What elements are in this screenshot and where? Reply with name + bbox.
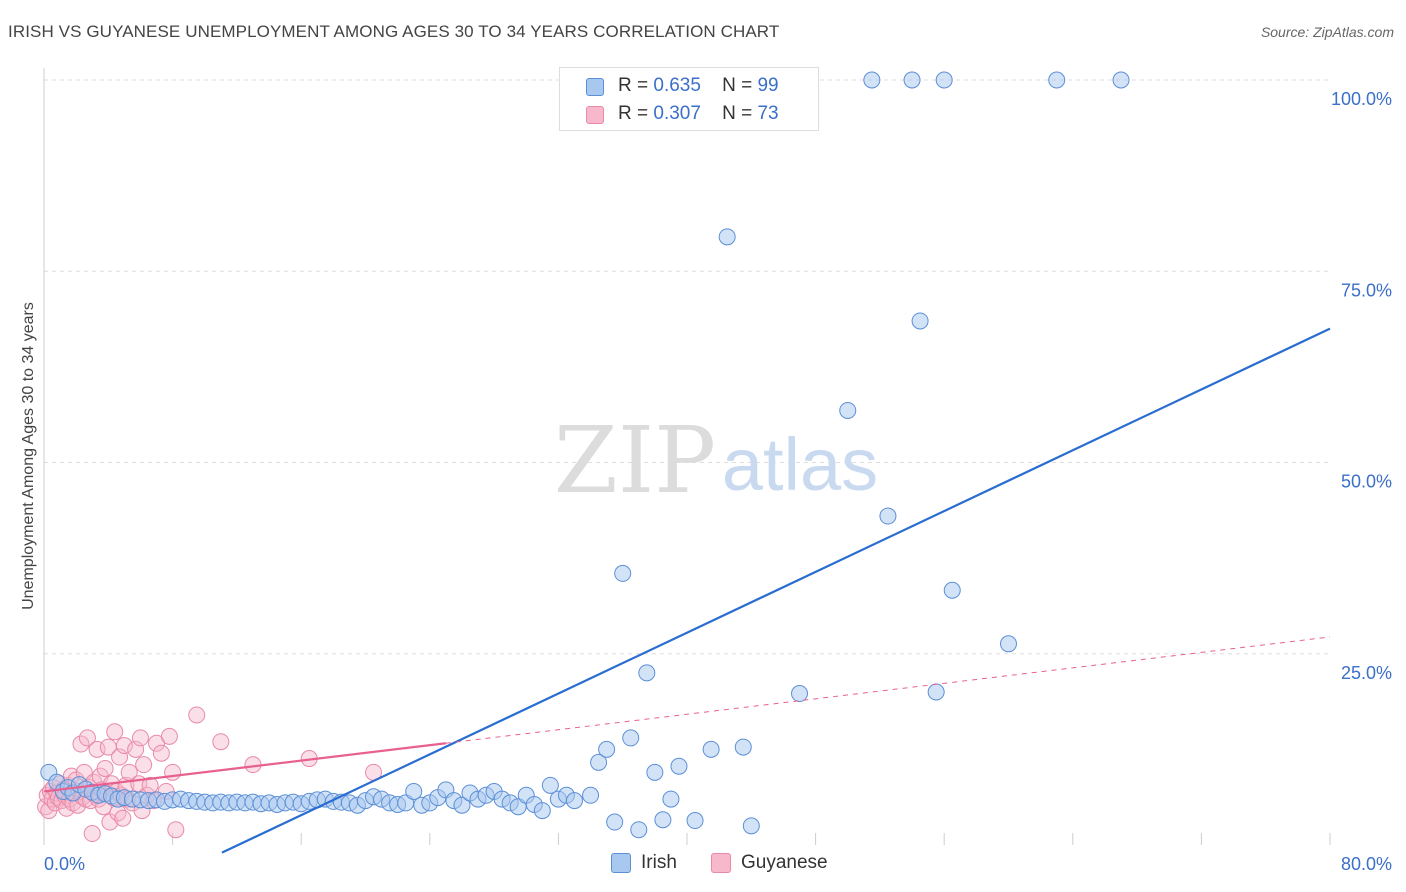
irish-point bbox=[943, 581, 961, 599]
source-label: Source: ZipAtlas.com bbox=[1260, 24, 1394, 40]
irish-point bbox=[879, 507, 897, 525]
guyanese-point bbox=[88, 740, 106, 758]
irish-r-value: 0.635 bbox=[653, 75, 701, 96]
y-tick-label: 25.0% bbox=[1341, 663, 1392, 683]
guyanese-point bbox=[152, 744, 170, 762]
legend-item-irish[interactable]: Irish bbox=[611, 852, 677, 874]
tick-labels: 25.0% 50.0% 75.0% 100.0% 0.0% 80.0% bbox=[44, 89, 1392, 874]
irish-point bbox=[1000, 635, 1017, 653]
correlation-legend: R = 0.635 N = 99 R = 0.307 N = 73 bbox=[559, 67, 819, 131]
irish-point bbox=[638, 664, 656, 682]
irish-point bbox=[598, 740, 616, 758]
guyanese-trend-line bbox=[43, 742, 447, 793]
guyanese-point bbox=[160, 727, 178, 745]
guyanese-point bbox=[96, 760, 114, 777]
guyanese-point bbox=[83, 825, 101, 843]
legend-item-guyanese[interactable]: Guyanese bbox=[711, 852, 828, 874]
watermark-zip: ZIP bbox=[554, 407, 716, 514]
guyanese-point bbox=[106, 723, 124, 741]
irish-n-label: N = bbox=[722, 75, 753, 96]
chart-title: IRISH VS GUYANESE UNEMPLOYMENT AMONG AGE… bbox=[8, 22, 780, 41]
irish-point bbox=[863, 71, 881, 89]
irish-point bbox=[606, 813, 624, 831]
guyanese-point bbox=[115, 737, 133, 755]
guyanese-swatch bbox=[586, 106, 604, 124]
irish-point bbox=[541, 776, 559, 794]
irish-point bbox=[686, 812, 704, 830]
irish-point bbox=[911, 312, 929, 330]
irish-point bbox=[565, 792, 583, 810]
irish-point bbox=[622, 729, 640, 747]
irish-n-value: 99 bbox=[757, 75, 779, 96]
guyanese-legend-swatch bbox=[711, 853, 731, 873]
irish-point bbox=[453, 796, 471, 814]
irish-point bbox=[614, 564, 632, 582]
irish-legend-label: Irish bbox=[641, 852, 677, 873]
x-tick-label: 0.0% bbox=[44, 854, 85, 874]
irish-point bbox=[670, 757, 688, 775]
irish-point bbox=[662, 790, 680, 808]
irish-point bbox=[702, 740, 720, 758]
irish-point bbox=[718, 228, 736, 246]
series-legend: Irish Guyanese bbox=[0, 852, 1406, 878]
guyanese-point bbox=[131, 729, 149, 747]
trend-lines bbox=[43, 327, 1331, 854]
guyanese-point bbox=[135, 756, 153, 774]
guyanese-point bbox=[212, 733, 230, 751]
irish-point bbox=[734, 738, 752, 756]
y-tick-label: 100.0% bbox=[1331, 89, 1392, 109]
guyanese-legend-label: Guyanese bbox=[741, 852, 828, 873]
irish-trend-line bbox=[221, 327, 1331, 854]
guyanese-point bbox=[78, 729, 96, 747]
irish-r-label: R = bbox=[618, 75, 649, 96]
irish-points bbox=[40, 71, 1130, 839]
y-tick-label: 50.0% bbox=[1341, 472, 1392, 492]
irish-point bbox=[1048, 71, 1066, 89]
guyanese-point bbox=[72, 735, 90, 753]
gridlines bbox=[44, 79, 1330, 655]
axes bbox=[43, 68, 1331, 845]
guyanese-points bbox=[37, 706, 383, 843]
irish-point bbox=[927, 683, 945, 701]
irish-point bbox=[654, 811, 672, 829]
irish-legend-swatch bbox=[611, 853, 631, 873]
irish-point bbox=[791, 685, 809, 703]
irish-point bbox=[1112, 71, 1130, 89]
irish-point bbox=[405, 782, 423, 800]
irish-point bbox=[590, 753, 608, 771]
guyanese-r-value: 0.307 bbox=[653, 103, 701, 124]
guyanese-point bbox=[188, 706, 206, 724]
guyanese-point bbox=[114, 809, 132, 827]
irish-swatch bbox=[586, 78, 604, 96]
watermark-atlas: atlas bbox=[722, 423, 878, 506]
y-tick-label: 75.0% bbox=[1341, 280, 1392, 300]
watermark: ZIP atlas bbox=[554, 407, 878, 514]
guyanese-r-label: R = bbox=[618, 103, 649, 124]
irish-point bbox=[935, 71, 953, 89]
guyanese-point bbox=[164, 763, 182, 781]
irish-point bbox=[533, 802, 551, 820]
irish-point bbox=[903, 71, 921, 89]
irish-point bbox=[839, 401, 857, 419]
irish-point bbox=[742, 817, 760, 835]
irish-point bbox=[630, 821, 648, 839]
x-tick-label: 80.0% bbox=[1341, 854, 1392, 874]
irish-point bbox=[582, 786, 600, 804]
guyanese-point bbox=[167, 821, 185, 839]
guyanese-trend-extension bbox=[445, 636, 1331, 744]
guyanese-n-value: 73 bbox=[757, 103, 779, 124]
irish-point bbox=[646, 763, 664, 781]
guyanese-n-label: N = bbox=[722, 103, 753, 124]
